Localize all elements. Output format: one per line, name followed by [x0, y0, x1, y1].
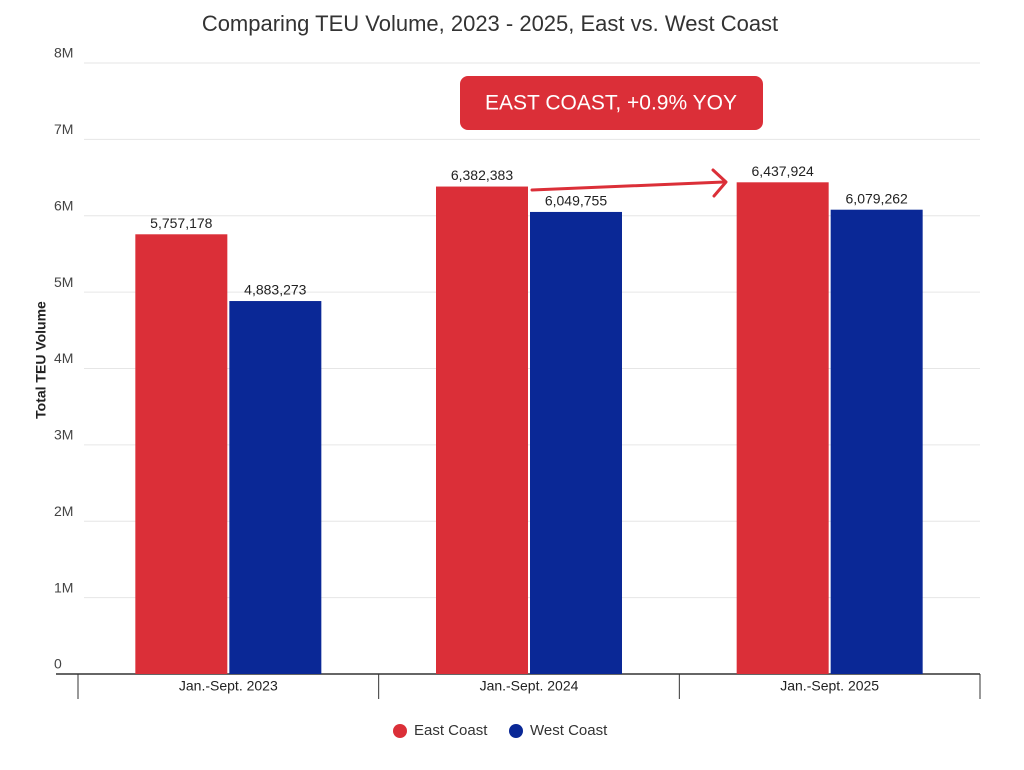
value-label: 4,883,273	[244, 282, 306, 298]
value-label: 6,049,755	[545, 193, 607, 209]
y-tick-label: 6M	[54, 197, 73, 213]
y-tick-label: 5M	[54, 274, 73, 290]
bar	[830, 209, 923, 675]
x-tick-label: Jan.-Sept. 2024	[480, 678, 579, 694]
y-tick-label: 8M	[54, 45, 73, 61]
value-label: 5,757,178	[150, 215, 212, 231]
legend-marker	[509, 724, 523, 738]
y-tick-label: 4M	[54, 350, 73, 366]
value-label: 6,437,924	[752, 163, 814, 179]
x-tick-label: Jan.-Sept. 2025	[780, 678, 879, 694]
bar	[530, 211, 622, 675]
y-tick-label: 2M	[54, 503, 73, 519]
y-tick-label: 0	[54, 656, 62, 672]
value-label: 6,079,262	[846, 190, 908, 206]
legend-label: West Coast	[530, 722, 608, 739]
x-tick-label: Jan.-Sept. 2023	[179, 678, 278, 694]
bar	[229, 301, 322, 674]
value-label: 6,382,383	[451, 167, 513, 183]
annotation-box	[460, 76, 763, 130]
chart-title: Comparing TEU Volume, 2023 - 2025, East …	[202, 11, 778, 36]
bar	[436, 186, 528, 674]
annotation-text: EAST COAST, +0.9% YOY	[485, 92, 737, 115]
bar	[135, 234, 228, 674]
y-tick-label: 7M	[54, 121, 73, 137]
y-tick-label: 1M	[54, 579, 73, 595]
y-tick-label: 3M	[54, 427, 73, 443]
bar	[736, 182, 829, 674]
legend-label: East Coast	[414, 722, 488, 739]
annotation-arrow	[530, 168, 728, 198]
y-axis-label: Total TEU Volume	[33, 301, 49, 419]
legend-marker	[393, 724, 407, 738]
